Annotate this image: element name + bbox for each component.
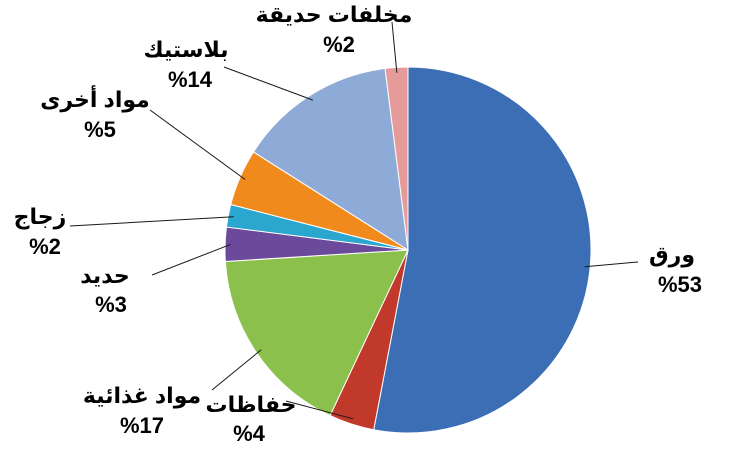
leader-line-plastic	[223, 66, 314, 101]
value-plastic: %14	[168, 67, 213, 92]
value-paper: %53	[658, 272, 702, 297]
leader-line-glass	[69, 216, 234, 227]
leader-line-food	[211, 349, 262, 391]
value-food: %17	[120, 413, 164, 438]
pie-slice-plastic	[252, 67, 409, 251]
label-plastic: بلاستيك	[143, 37, 228, 62]
slice-labels: ورق %53 حفاظات %4 مواد غذائية %17 حديد %…	[14, 2, 702, 446]
pie-slices	[224, 66, 592, 434]
leader-line-diapers	[285, 400, 354, 420]
leader-lines	[69, 21, 639, 420]
label-garden-waste: مخلفات حديقة	[256, 2, 413, 27]
label-glass: زجاج	[14, 204, 67, 230]
value-iron: %3	[95, 292, 127, 317]
pie-slice-paper	[373, 66, 592, 434]
label-iron: حديد	[80, 263, 130, 288]
label-diapers: حفاظات	[205, 392, 296, 417]
label-food: مواد غذائية	[83, 383, 201, 409]
leader-line-garden-waste	[391, 21, 398, 73]
label-other: مواد أخرى	[40, 84, 150, 113]
leader-line-iron	[151, 243, 231, 276]
value-garden-waste: %2	[323, 32, 355, 57]
leader-line-other	[149, 109, 246, 180]
value-other: %5	[84, 117, 116, 142]
label-paper: ورق	[649, 242, 695, 268]
leader-line-paper	[584, 261, 639, 268]
value-glass: %2	[29, 234, 61, 259]
value-diapers: %4	[233, 421, 266, 446]
